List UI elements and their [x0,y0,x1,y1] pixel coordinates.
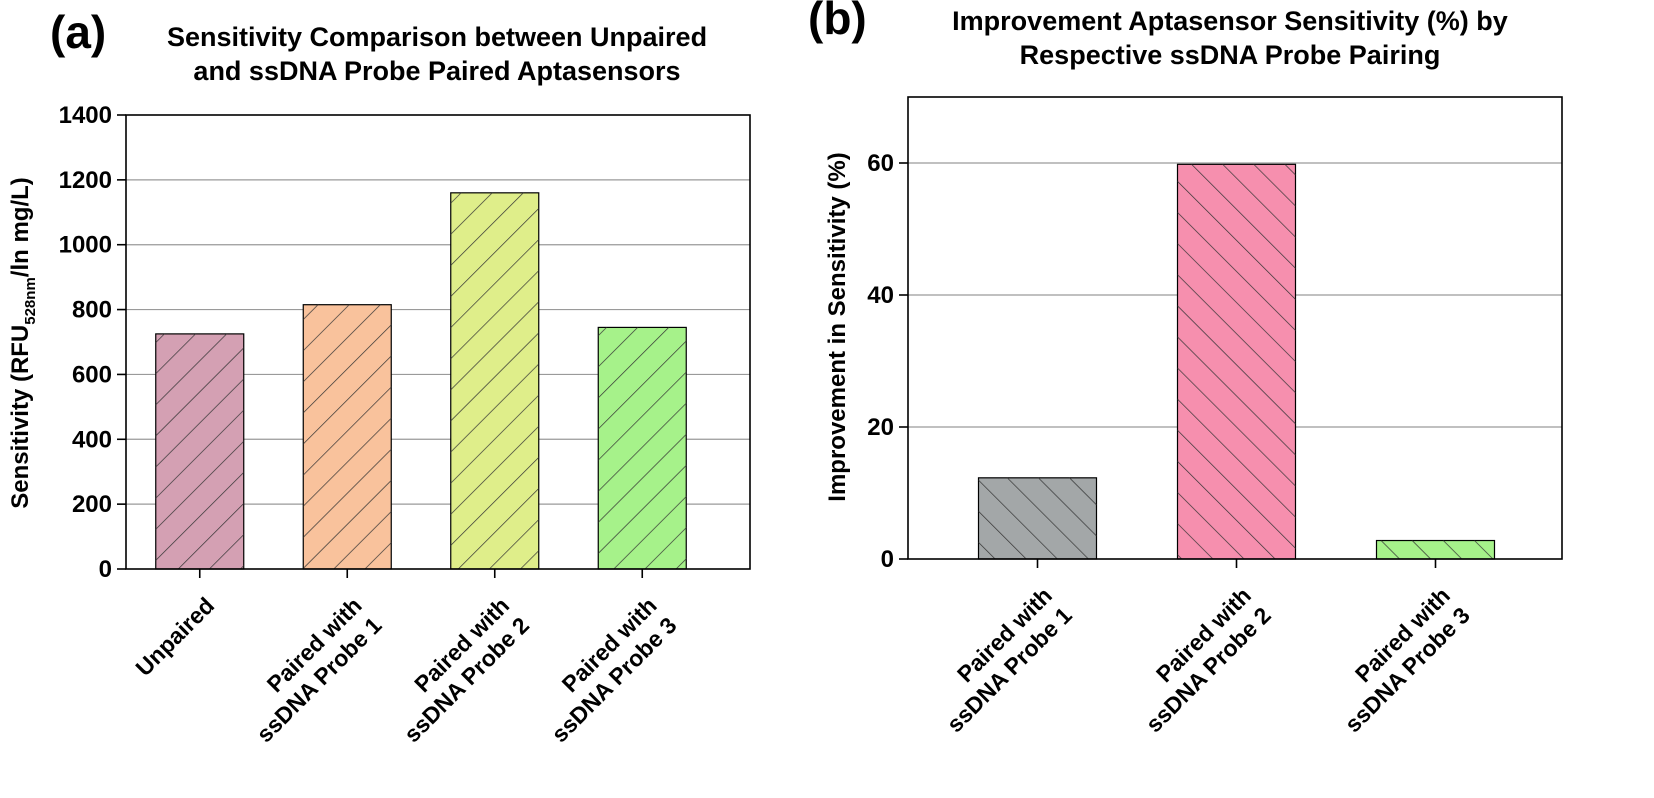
category-label: Paired withssDNA Probe 3 [527,592,682,747]
panel-a-chart: (a) Sensitivity Comparison between Unpai… [7,6,751,747]
bar-hatch [1177,164,1296,559]
panel-a-title-line-2: and ssDNA Probe Paired Aptasensors [193,56,680,86]
panel-b-bars [977,163,1496,560]
y-tick-label: 0 [881,546,894,573]
panel-b-x-ticks: Paired withssDNA Probe 1 Paired withssDNA… [922,559,1475,737]
y-tick-label: 20 [867,414,894,441]
category-label: Paired withssDNA Probe 2 [379,592,534,747]
panel-a-y-axis-label: Sensitivity (RFU528nm/ln mg/L) [7,177,39,509]
panel-a-letter: (a) [50,6,106,58]
y-tick-label: 200 [72,491,112,518]
y-tick-label: 800 [72,297,112,324]
panel-b-letter: (b) [808,0,867,44]
panel-b-plot-frame [907,96,1563,560]
panel-a-x-ticks: Unpaired Paired withssDNA Probe 1 Paired w… [130,569,682,747]
category-label: Paired withssDNA Probe 3 [1320,582,1475,737]
panel-a-plot-frame [125,114,751,570]
panel-a-y-ticks: 0 200 400 600 800 1000 1200 1400 [59,102,126,583]
category-label: Unpaired [130,592,219,681]
y-tick-label: 0 [99,556,112,583]
y-tick-label: 1000 [59,232,112,259]
panel-b-y-ticks: 0 20 40 60 [867,150,908,573]
panel-b-y-axis-label: Improvement in Sensitivity (%) [824,152,851,501]
y-tick-label: 400 [72,426,112,453]
bar-hatch [303,304,392,569]
bar-hatch [155,333,244,569]
y-tick-label: 60 [867,150,894,177]
panel-b-chart: (b) Improvement Aptasensor Sensitivity (… [808,0,1563,737]
panel-b-title-line-2: Respective ssDNA Probe Pairing [1020,40,1441,70]
y-tick-label: 40 [867,282,894,309]
bar-hatch [598,327,687,569]
category-label: Paired withssDNA Probe 1 [232,592,387,747]
panel-a-bars [155,192,687,570]
panel-b-title-line-1: Improvement Aptasensor Sensitivity (%) b… [952,6,1508,36]
y-tick-label: 1200 [59,167,112,194]
y-tick-label: 600 [72,361,112,388]
bar-hatch [450,192,539,570]
y-tick-label: 1400 [59,102,112,129]
category-label: Paired withssDNA Probe 2 [1121,582,1276,737]
bar-hatch [978,477,1097,559]
panel-a-title-line-1: Sensitivity Comparison between Unpaired [167,22,707,52]
bar-hatch [1376,540,1495,559]
category-label: Paired withssDNA Probe 1 [922,582,1077,737]
